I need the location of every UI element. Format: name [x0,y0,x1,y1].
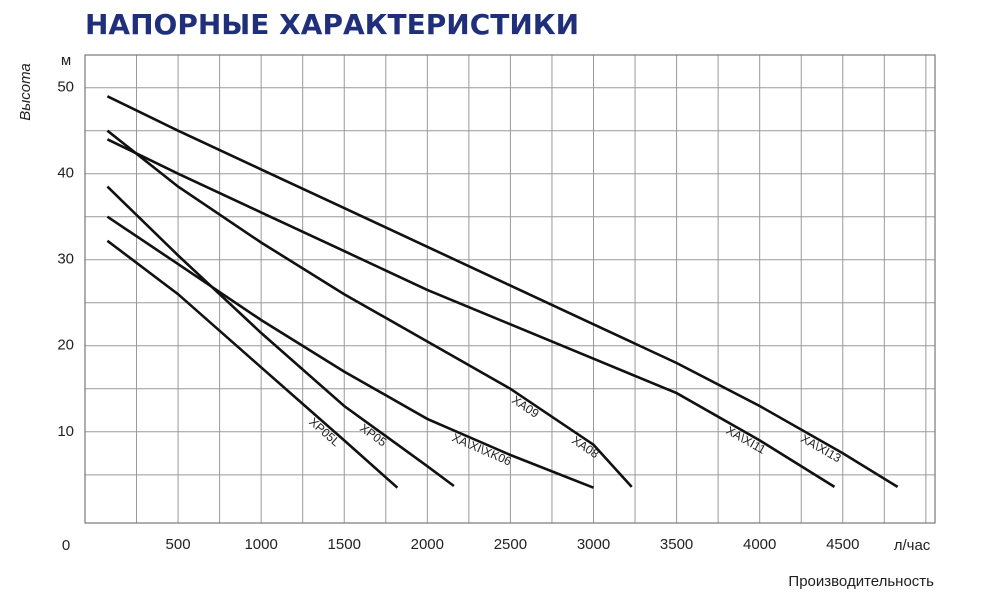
x-axis-title: Производительность [788,573,934,590]
y-tick-label: 20 [57,337,74,354]
series-line [106,215,594,489]
plot-frame [84,54,936,524]
series-label: XA09 [509,393,541,421]
series-line [106,185,455,488]
series-label: XA08 [569,433,601,461]
x-tick-label: 4500 [826,536,859,553]
y-tick-label: 50 [57,79,74,96]
x-tick-label: 500 [166,536,191,553]
series-line [106,129,633,488]
y-tick-label: 40 [57,165,74,182]
series-line [106,138,836,489]
y-unit: м [61,52,71,69]
series-label: XA\XI13 [798,431,843,465]
x-tick-label: 4000 [743,536,776,553]
x-tick-label: 2500 [494,536,527,553]
x-tick-label: 2000 [411,536,444,553]
series-line [106,239,399,489]
series-label: XA\XI11 [724,423,769,457]
x-tick-label: 3500 [660,536,693,553]
y-tick-label: 30 [57,251,74,268]
series-label: XP05 [357,421,389,450]
y-axis-title: Высота [17,63,34,121]
x-tick-label: 1500 [328,536,361,553]
origin-label: 0 [62,537,70,554]
series-line [106,95,899,489]
x-tick-label: 3000 [577,536,610,553]
series-label: XA\XI\XK06 [450,430,514,468]
y-tick-label: 10 [57,423,74,440]
x-unit: л/час [894,537,931,554]
x-tick-label: 1000 [244,536,277,553]
chart-title: НАПОРНЫЕ ХАРАКТЕРИСТИКИ [85,8,579,41]
